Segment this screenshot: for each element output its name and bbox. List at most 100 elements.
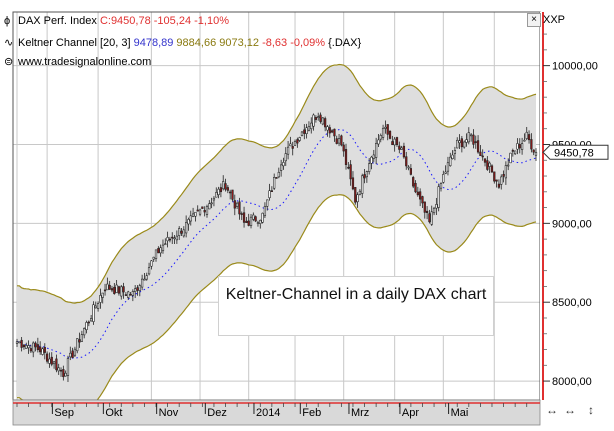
candle-body	[90, 318, 93, 322]
candle	[136, 285, 139, 296]
legend-line-3: ⊜ www.tradesignalonline.com	[4, 55, 151, 68]
candle	[122, 282, 125, 299]
candle	[138, 283, 141, 297]
candle-body	[425, 210, 429, 213]
candle	[198, 208, 202, 217]
candle	[333, 128, 336, 142]
candle-body	[85, 322, 88, 330]
candle-body	[48, 358, 51, 364]
candle-body	[456, 139, 459, 149]
candle	[254, 215, 257, 223]
candle	[270, 186, 273, 192]
candle	[41, 347, 44, 356]
candle	[233, 194, 236, 216]
close-icon[interactable]: ×	[527, 13, 541, 27]
candle-body	[333, 128, 336, 137]
candle-body	[317, 116, 320, 118]
candle	[145, 272, 148, 281]
candle	[249, 214, 253, 229]
candle-body	[29, 348, 33, 352]
candle-body	[518, 144, 521, 149]
candle	[405, 151, 408, 170]
candle-body	[289, 143, 292, 147]
candle-body	[50, 356, 53, 365]
candle-body	[472, 134, 475, 145]
indicator-name: Keltner Channel [20, 3]	[18, 37, 131, 49]
candle-body	[314, 117, 318, 120]
plot-area[interactable]	[12, 11, 541, 415]
keltner-upper-band	[16, 63, 537, 304]
candle	[326, 125, 329, 137]
candle	[511, 148, 514, 157]
candle	[43, 343, 46, 360]
candle-body	[340, 135, 343, 146]
candle-body	[238, 201, 241, 215]
candle-body	[453, 150, 457, 154]
candle	[240, 211, 243, 221]
candle-body	[150, 260, 153, 267]
candle	[507, 158, 510, 171]
candle	[217, 186, 220, 199]
candle	[235, 201, 239, 209]
candle	[280, 159, 283, 177]
zoom-horizontal-icon[interactable]: ↔	[564, 403, 576, 417]
y-tick-label: 9000,00	[552, 218, 592, 230]
candle-body	[416, 191, 419, 196]
candle-body	[189, 215, 192, 222]
candle	[18, 341, 21, 344]
candle	[312, 113, 315, 131]
candle-body	[108, 284, 111, 290]
candle	[208, 200, 211, 210]
zoom-vertical-icon[interactable]: ↕	[588, 403, 594, 417]
candle	[92, 301, 95, 325]
candle-body	[134, 288, 137, 293]
candle	[124, 292, 128, 296]
candle	[470, 133, 473, 142]
candle	[370, 155, 373, 170]
candle	[483, 158, 487, 167]
candle	[409, 164, 413, 176]
candle-body	[293, 141, 297, 146]
candle	[289, 136, 292, 147]
candle	[263, 202, 267, 219]
candle	[534, 148, 538, 162]
candle-body	[530, 139, 533, 150]
candle-body	[430, 211, 433, 225]
candle-body	[78, 339, 81, 343]
y-tick-label: 8500,00	[552, 297, 592, 309]
candle	[428, 209, 431, 224]
candle	[157, 246, 160, 254]
candle	[481, 149, 484, 161]
candle-body	[298, 137, 301, 141]
series-close-value: C:9450,78 -105,24 -1,10%	[99, 15, 229, 27]
candle-body	[256, 222, 260, 224]
candle-body	[76, 338, 79, 352]
candle	[386, 124, 389, 141]
candle-body	[191, 213, 195, 217]
candle-body	[166, 237, 169, 242]
candle	[388, 130, 392, 140]
candle-body	[370, 156, 373, 164]
candle	[277, 167, 280, 179]
candle	[310, 117, 313, 134]
candle-body	[140, 278, 144, 288]
candle-body	[196, 209, 199, 212]
candle-body	[502, 174, 505, 177]
candle	[319, 112, 322, 124]
scroll-left-right-icon[interactable]: ↔	[546, 403, 558, 417]
keltner-channel-fill	[17, 64, 536, 414]
candle	[229, 189, 232, 200]
series-name: DAX Perf. Index	[18, 15, 97, 27]
candle-body	[180, 230, 183, 234]
candle-body	[268, 190, 271, 199]
candle-body	[282, 162, 285, 167]
candle	[154, 249, 158, 262]
candle	[212, 196, 216, 207]
indicator-ref: {.DAX}	[328, 37, 362, 49]
candle-body	[259, 219, 262, 224]
candle	[425, 206, 429, 220]
candle-body	[400, 147, 403, 150]
candle	[94, 301, 97, 309]
candle-body	[435, 204, 438, 209]
